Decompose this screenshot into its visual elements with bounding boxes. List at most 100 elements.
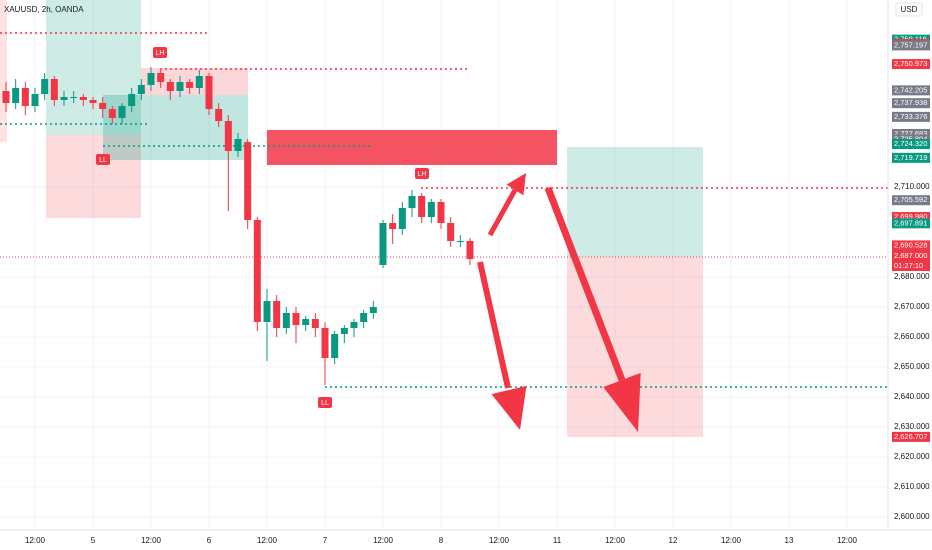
price-tag <box>892 40 930 51</box>
price-tag-label: 2,697.891 <box>894 218 927 227</box>
candle-body <box>108 108 116 118</box>
price-tag <box>892 218 930 229</box>
zone <box>46 135 141 218</box>
candle-body <box>321 328 329 359</box>
candle-body <box>205 75 213 109</box>
x-tick-label: 8 <box>439 536 444 545</box>
price-tag-label: 2,705.592 <box>894 195 927 204</box>
candle-body <box>389 222 397 229</box>
arrow-head <box>506 173 526 196</box>
x-tick-label: 12:00 <box>373 536 394 545</box>
candle-body <box>263 301 271 323</box>
price-tag <box>892 128 930 139</box>
chart-title: XAUUSD, 2h, OANDA <box>4 5 84 14</box>
badge <box>153 47 167 58</box>
annotation: LH <box>156 50 165 57</box>
axis: 2,710.000 2,680.000 2,670.000 2,660.000 2,65… <box>25 35 930 545</box>
x-tick-label: 12:00 <box>605 536 626 545</box>
candle-body <box>408 195 416 208</box>
candle-body <box>128 93 136 106</box>
candle-body <box>41 78 49 94</box>
candle-body <box>176 81 184 91</box>
price-tag-label: 2,687.000 <box>894 251 927 260</box>
x-tick-label: 12:00 <box>257 536 278 545</box>
price-tag <box>892 152 930 163</box>
annotation: LL <box>99 157 107 164</box>
candle-body <box>31 93 39 106</box>
price-tag-label: 2,733.376 <box>894 112 927 121</box>
price-tag-label: 2,724.320 <box>894 139 927 148</box>
zone <box>103 95 248 160</box>
price-tag <box>892 212 930 223</box>
zone <box>0 0 7 142</box>
candle-body <box>21 87 29 106</box>
candle-body <box>292 313 300 326</box>
x-tick-label: 12 <box>669 536 678 545</box>
candles <box>2 66 474 386</box>
y-tick-label: 2,710.000 <box>894 182 930 191</box>
arrow <box>487 188 518 237</box>
arrow <box>477 261 511 389</box>
arrow-head <box>491 385 527 430</box>
supply-zone <box>267 130 557 165</box>
candle-body <box>70 96 78 98</box>
price-tag <box>892 85 930 96</box>
x-tick-label: 12:00 <box>489 536 510 545</box>
annotation: LH <box>418 171 427 178</box>
currency[interactable]: USD <box>901 5 918 14</box>
price-tag-label: 2,757.197 <box>894 40 927 49</box>
price-tag-label: 2,699.980 <box>894 212 927 221</box>
y-tick-label: 2,630.000 <box>894 422 930 431</box>
candle-body <box>437 201 445 223</box>
price-tag <box>892 431 930 442</box>
price-tag <box>892 98 930 109</box>
candle-body <box>99 102 107 109</box>
grid <box>0 0 888 530</box>
candle-body <box>369 307 377 314</box>
y-tick-label: 2,660.000 <box>894 332 930 341</box>
candle-body <box>89 99 97 103</box>
countdown: 01:27:10 <box>894 261 923 270</box>
candle-body <box>427 201 435 217</box>
arrow-head <box>603 372 641 432</box>
candle-body <box>350 322 358 329</box>
candle-body <box>273 301 281 329</box>
x-tick-label: 7 <box>323 536 328 545</box>
price-tag-label: 2,727.683 <box>894 129 927 138</box>
candle-body <box>12 87 20 103</box>
candle-body <box>253 219 261 323</box>
y-tick-label: 2,600.000 <box>894 512 930 521</box>
annotation: LL <box>321 400 329 407</box>
price-tag-label: 2,719.719 <box>894 153 927 162</box>
y-tick-label: 2,650.000 <box>894 362 930 371</box>
candle-body <box>466 240 474 259</box>
price-tag <box>892 111 930 122</box>
x-tick-label: 12:00 <box>141 536 162 545</box>
arrow <box>544 186 626 382</box>
candle-body <box>398 207 406 229</box>
price-tag-label: 2,690.528 <box>894 240 927 249</box>
candle-body <box>360 313 368 323</box>
candle-body <box>60 96 68 100</box>
candle-body <box>215 108 223 121</box>
price-tag-label: 2,750.973 <box>894 59 927 68</box>
candle-body <box>244 141 252 220</box>
currency-button[interactable] <box>895 2 923 17</box>
price-tag-label: 2,737.938 <box>894 98 927 107</box>
price-tag <box>892 59 930 70</box>
y-tick-label: 2,620.000 <box>894 452 930 461</box>
price-tag-label: 2,626.707 <box>894 432 927 441</box>
candle-body <box>2 90 10 103</box>
candle-body <box>224 120 232 151</box>
badge <box>96 154 110 165</box>
candle-body <box>311 319 319 329</box>
price-tag <box>892 250 930 261</box>
candle-body <box>282 313 290 329</box>
candle-body <box>137 84 145 94</box>
y-tick-label: 2,640.000 <box>894 392 930 401</box>
position-target <box>567 147 703 257</box>
price-tag <box>892 139 930 150</box>
candle-body <box>50 78 58 100</box>
x-tick-label: 12:00 <box>837 536 858 545</box>
